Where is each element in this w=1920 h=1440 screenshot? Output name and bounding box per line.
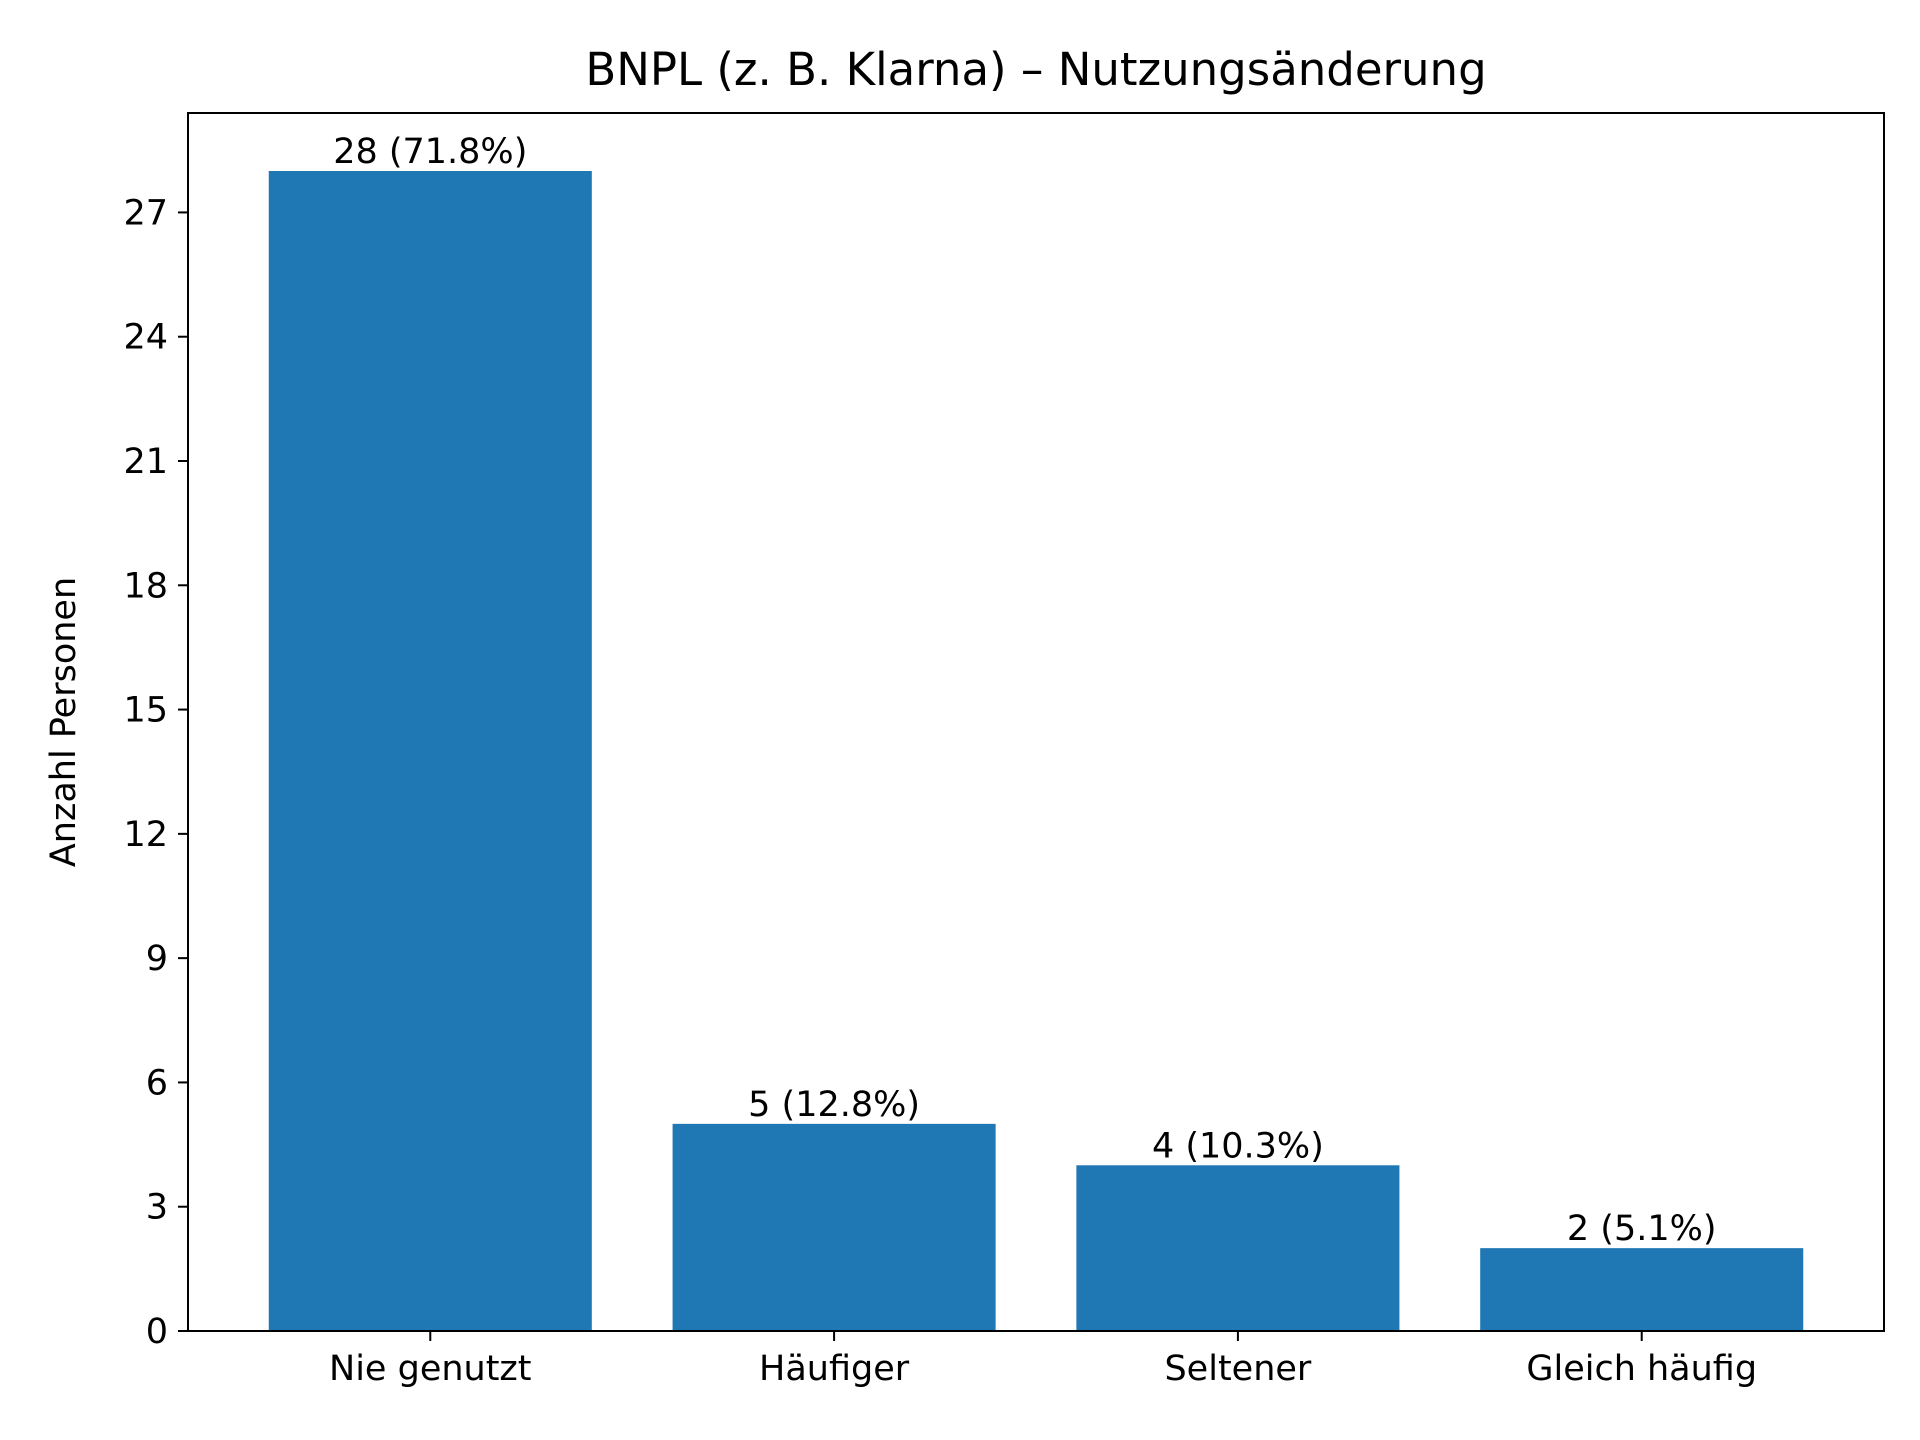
- bar-3: [1076, 1165, 1400, 1331]
- x-tick-label-1: Nie genutzt: [329, 1349, 532, 1389]
- y-axis: 0 3 6 9 12 15 18 21 24 27: [123, 193, 188, 1352]
- bar-2: [672, 1123, 996, 1331]
- x-axis: Nie genutzt Häufiger Seltener Gleich häufig: [329, 1331, 1757, 1389]
- y-tick-label-2: 3: [146, 1188, 168, 1228]
- plot-frame: [187, 112, 1885, 1332]
- data-label-1: 28 (71.8%): [333, 132, 527, 172]
- bars-group: [268, 171, 1804, 1331]
- data-label-2: 5 (12.8%): [748, 1085, 920, 1125]
- y-tick-label-9: 24: [123, 318, 168, 358]
- data-label-3: 4 (10.3%): [1152, 1126, 1324, 1166]
- bar-1: [268, 171, 592, 1331]
- y-tick-label-7: 18: [123, 566, 168, 606]
- data-label-4: 2 (5.1%): [1567, 1209, 1717, 1249]
- bar-4: [1480, 1248, 1804, 1331]
- y-tick-label-8: 21: [123, 442, 168, 482]
- x-tick-label-2: Häufiger: [759, 1349, 910, 1389]
- x-tick-label-3: Seltener: [1164, 1349, 1311, 1389]
- x-tick-label-4: Gleich häufig: [1526, 1349, 1757, 1389]
- y-tick-label-1: 0: [146, 1312, 168, 1352]
- y-tick-label-4: 9: [146, 939, 168, 979]
- y-axis-label: Anzahl Personen: [44, 577, 84, 867]
- y-tick-label-5: 12: [123, 815, 168, 855]
- data-labels-group: 28 (71.8%) 5 (12.8%) 4 (10.3%) 2 (5.1%): [333, 132, 1716, 1249]
- chart-title: BNPL (z. B. Klarna) – Nutzungsänderung: [585, 43, 1486, 96]
- y-tick-label-10: 27: [123, 193, 168, 233]
- y-tick-label-3: 6: [146, 1063, 168, 1103]
- y-tick-label-6: 15: [123, 691, 168, 731]
